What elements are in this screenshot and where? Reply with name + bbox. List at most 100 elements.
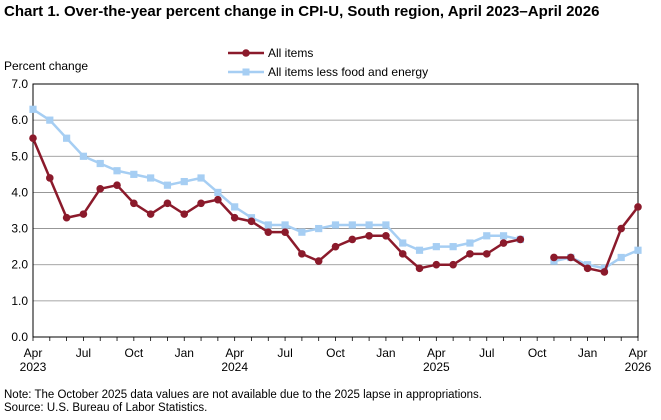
legend-item-core: All items less food and energy [228, 62, 428, 81]
data-point-all-items [79, 210, 88, 218]
x-tick-year-label: 2023 [20, 360, 47, 374]
plot-border [32, 83, 639, 338]
legend: All items All items less food and energy [228, 43, 428, 81]
data-point-all-items [130, 199, 138, 208]
data-point-all-items [583, 264, 592, 273]
footnotes: Note: The October 2025 data values are n… [4, 389, 482, 415]
data-point-all-items [600, 268, 609, 276]
data-point-all-items [29, 134, 37, 143]
y-tick-label: 5.0 [11, 149, 28, 163]
y-tick-label: 1.0 [11, 294, 28, 308]
footnote-source: Source: U.S. Bureau of Labor Statistics. [4, 402, 208, 414]
data-point-all-items [432, 260, 441, 269]
x-tick-label: Jul [76, 346, 91, 360]
series-line-all-items [553, 206, 639, 274]
data-point-all-items [398, 250, 407, 258]
data-point-core [298, 228, 306, 236]
data-point-core [63, 134, 71, 142]
data-point-all-items [230, 213, 239, 222]
data-point-all-items [314, 257, 323, 265]
data-point-all-items [146, 210, 155, 218]
data-point-all-items [382, 232, 390, 240]
data-point-core [231, 203, 239, 211]
x-tick-label: Jan [175, 346, 194, 360]
data-point-all-items [331, 242, 340, 251]
data-point-all-items [62, 213, 71, 222]
data-point-all-items [113, 181, 121, 189]
data-point-all-items [247, 217, 256, 226]
x-tick-label: Oct [326, 346, 345, 360]
data-point-core [96, 159, 104, 168]
series-line-core [553, 249, 639, 270]
data-point-core [331, 221, 340, 229]
data-point-all-items [449, 260, 457, 269]
y-tick-label: 4.0 [11, 185, 28, 199]
chart-title: Chart 1. Over-the-year percent change in… [4, 3, 600, 20]
x-tick-year-label: 2024 [221, 360, 248, 374]
y-axis-label: Percent change [4, 59, 89, 73]
data-point-core [399, 239, 407, 247]
footnote-note: Note: The October 2025 data values are n… [4, 389, 483, 401]
data-point-core [483, 232, 491, 240]
x-tick-label: Apr [24, 346, 43, 360]
data-point-all-items [365, 232, 373, 240]
data-point-core [113, 167, 121, 175]
data-point-all-items [566, 253, 575, 262]
x-tick-label: Jul [277, 346, 292, 360]
data-point-all-items [281, 228, 289, 236]
data-point-core [382, 221, 390, 229]
data-point-all-items [466, 250, 474, 258]
data-point-all-items [550, 253, 558, 262]
data-point-core [449, 243, 457, 251]
series-line-core [32, 108, 521, 252]
data-point-core [315, 224, 323, 233]
data-point-all-items [617, 224, 625, 233]
data-point-all-items [163, 199, 172, 208]
x-tick-label: Jul [479, 346, 494, 360]
data-point-all-items [96, 185, 105, 193]
data-point-core [348, 221, 356, 229]
data-point-all-items [197, 199, 205, 208]
y-tick-label: 6.0 [11, 113, 28, 127]
data-point-core [281, 221, 289, 229]
x-tick-label: Apr [629, 346, 648, 360]
data-point-core [197, 174, 205, 182]
legend-item-all-items: All items [228, 43, 428, 62]
data-point-core [415, 246, 424, 254]
data-point-core [499, 232, 508, 240]
y-tick-label: 3.0 [11, 222, 28, 236]
data-point-all-items [482, 250, 491, 258]
data-point-all-items [499, 239, 508, 247]
x-tick-label: Oct [124, 346, 143, 360]
y-tick-label: 2.0 [11, 258, 28, 272]
x-tick-year-label: 2026 [625, 360, 652, 374]
legend-swatch-all-items [228, 48, 264, 57]
data-point-core [617, 253, 625, 262]
data-point-all-items [415, 264, 424, 273]
series-line-all-items [31, 137, 521, 270]
data-point-all-items [214, 195, 222, 204]
data-point-all-items [634, 203, 642, 211]
data-point-all-items [180, 210, 189, 218]
data-point-all-items [264, 228, 273, 236]
x-tick-label: Apr [225, 346, 244, 360]
data-point-all-items [298, 250, 306, 258]
x-tick-year-label: 2025 [423, 360, 450, 374]
data-point-core [130, 170, 138, 178]
data-point-all-items [46, 174, 54, 182]
data-point-core [634, 246, 642, 254]
legend-label-all-items: All items [268, 45, 314, 60]
y-tick-label: 0.0 [11, 330, 28, 344]
x-tick-label: Jan [376, 346, 395, 360]
data-point-core [46, 116, 54, 124]
data-point-core [79, 152, 88, 160]
data-point-core [432, 243, 440, 251]
y-tick-label: 7.0 [11, 77, 28, 91]
x-tick-label: Jan [578, 346, 597, 360]
legend-label-core: All items less food and energy [268, 64, 429, 79]
x-tick-label: Oct [528, 346, 547, 360]
x-tick-label: Apr [427, 346, 446, 360]
data-point-all-items [516, 235, 525, 244]
data-point-core [180, 177, 188, 186]
